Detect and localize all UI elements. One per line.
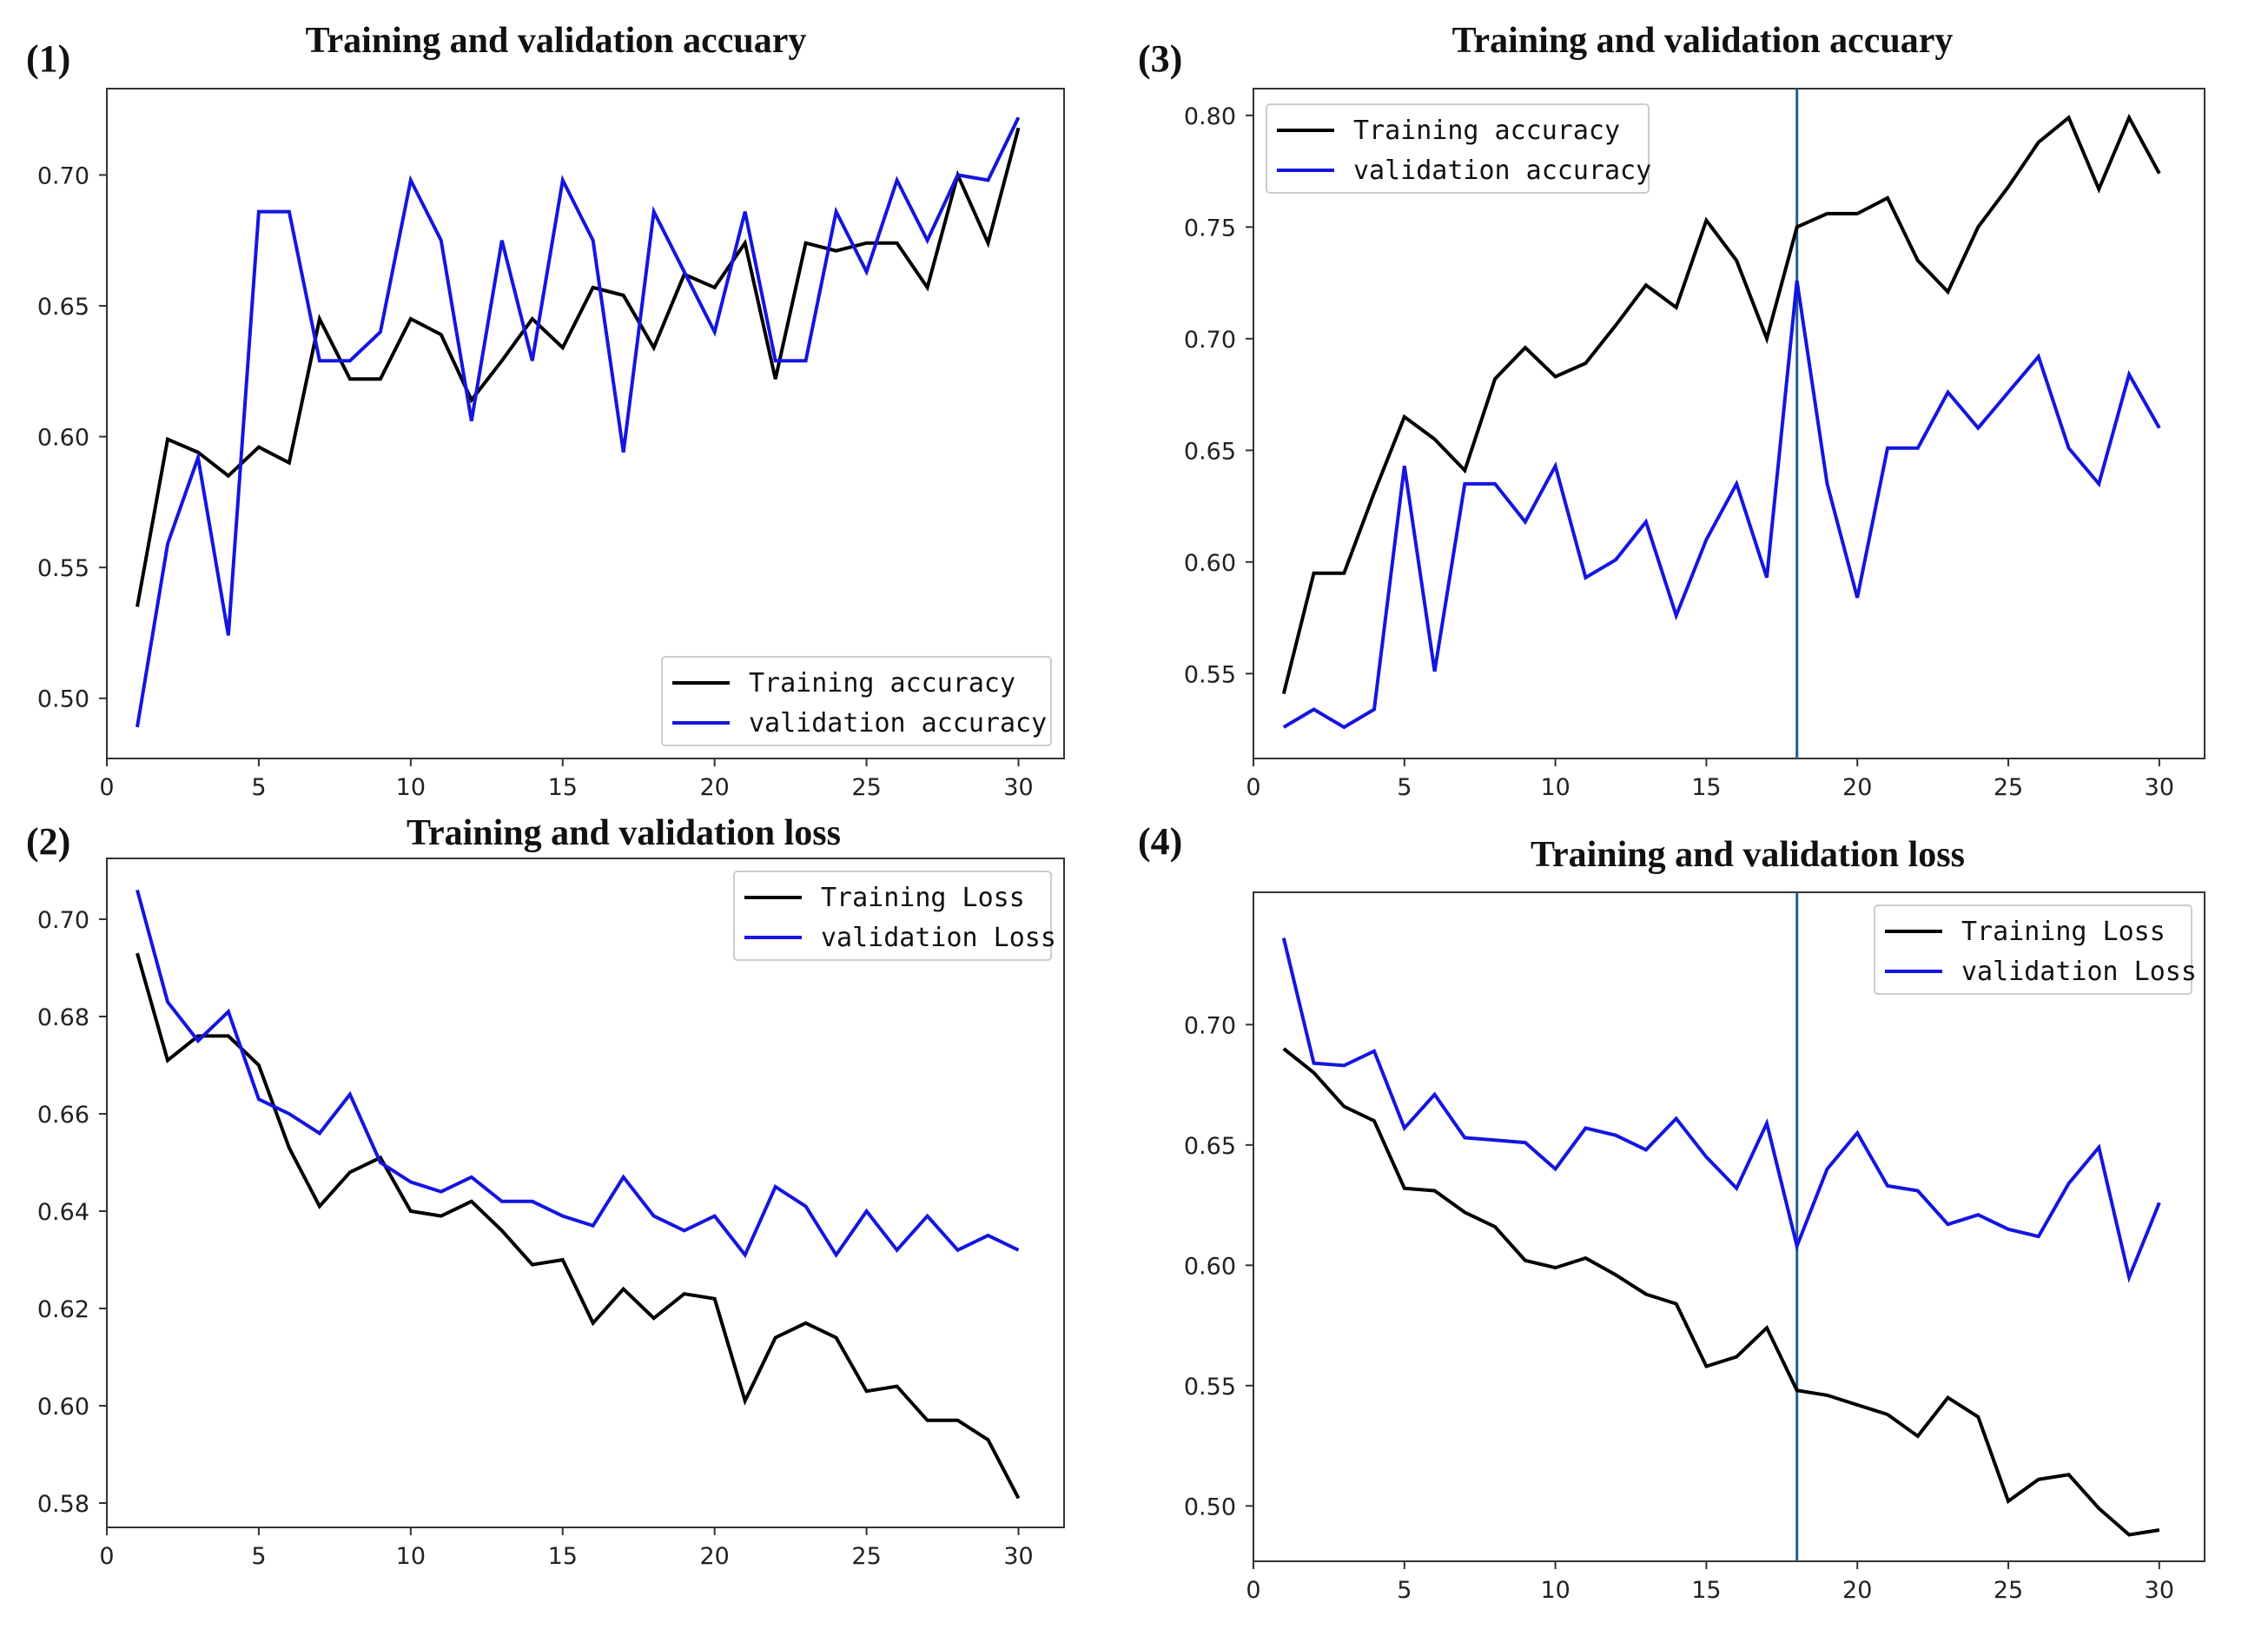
x-tick-label: 20 [700,774,730,801]
y-tick-label: 0.55 [1184,661,1236,688]
legend-entry: validation accuracy [749,708,1047,739]
panel-label: (2) [26,820,70,863]
y-tick-label: 0.60 [37,1394,89,1421]
legend-entry: Training accuracy [749,668,1015,699]
x-tick-label: 15 [548,1543,578,1570]
chart-title: Training and validation loss [1531,835,1965,875]
y-tick-label: 0.70 [1184,327,1236,354]
y-tick-label: 0.65 [37,294,89,321]
x-tick-label: 0 [99,1543,114,1570]
series-line-validation-accuracy [136,116,1021,728]
y-tick-label: 0.75 [1184,215,1236,242]
x-tick-label: 10 [396,774,426,801]
legend-entry: Training Loss [1961,917,2166,947]
legend-box [661,656,1052,746]
y-tick-label: 0.55 [1184,1374,1236,1401]
chart-title: Training and validation accuary [306,21,807,61]
legend: Training accuracy validation accuracy [1266,103,1651,194]
legend: Training accuracy validation accuracy [661,656,1052,746]
x-tick-label: 20 [1842,1577,1872,1604]
panel-label: (1) [26,37,70,80]
x-tick-label: 15 [1691,1577,1721,1604]
y-tick-label: 0.50 [37,686,89,713]
y-tick-label: 0.65 [1184,1133,1236,1160]
x-tick-label: 25 [1994,774,2023,801]
legend-entry: Training accuracy [1353,116,1620,146]
y-tick-label: 0.62 [37,1296,89,1323]
x-tick-label: 30 [1003,774,1033,801]
y-tick-label: 0.60 [1184,1253,1236,1280]
series-line-training-accuracy [136,127,1021,607]
x-tick-label: 5 [251,774,266,801]
series-line-validation-accuracy [1282,280,2161,730]
y-tick-label: 0.80 [1184,103,1236,130]
y-tick-label: 0.65 [1184,438,1236,465]
axes-frame [106,88,1065,759]
chart-panel-3: (3) Training and validation accuary 0 5 10 15… [1138,21,2205,801]
legend-box [733,871,1052,961]
x-tick-label: 30 [2145,1577,2174,1604]
legend-entry: validation Loss [821,923,1056,953]
x-tick-label: 25 [851,1543,881,1570]
axes-frame [1253,891,2205,1562]
x-tick-label: 0 [1246,1577,1260,1604]
legend-box [1874,904,2192,995]
x-tick-label: 20 [700,1543,730,1570]
panel-label: (3) [1138,37,1182,80]
legend: Training Loss validation Loss [733,871,1056,961]
axes-frame [106,858,1065,1528]
chart-panel-4: (4) Training and validation loss 0 5 10 15 20 2… [1138,820,2205,1604]
chart-panel-1: (1) Training and validation accuary 0 5 10 15… [26,21,1065,801]
legend-entry: Training Loss [821,883,1025,913]
y-tick-label: 0.70 [1184,1012,1236,1039]
x-tick-label: 15 [1691,774,1721,801]
y-tick-label: 0.70 [37,907,89,934]
y-tick-label: 0.60 [1184,550,1236,577]
x-tick-label: 5 [251,1543,266,1570]
y-tick-label: 0.68 [37,1004,89,1031]
x-tick-label: 20 [1842,774,1872,801]
x-tick-label: 10 [1540,1577,1570,1604]
x-tick-label: 5 [1397,1577,1412,1604]
y-tick-label: 0.70 [37,162,89,189]
x-tick-label: 10 [396,1543,426,1570]
chart-title: Training and validation accuary [1452,21,1954,61]
x-tick-label: 30 [2145,774,2174,801]
series-line-validation-loss [1281,937,2161,1283]
axes-frame [1253,88,2205,759]
y-tick-label: 0.58 [37,1491,89,1518]
x-tick-label: 10 [1540,774,1570,801]
legend-entry: validation Loss [1961,957,2197,987]
x-tick-label: 25 [1994,1577,2023,1604]
x-tick-label: 0 [99,774,114,801]
legend: Training Loss validation Loss [1874,904,2197,995]
y-tick-label: 0.66 [37,1102,89,1129]
chart-panel-2: (2) Training and validation loss 0 5 10 15 20 2… [26,813,1065,1570]
series-line-training-accuracy [1281,113,2161,694]
legend-entry: validation accuracy [1353,156,1651,186]
y-tick-label: 0.60 [37,425,89,452]
x-tick-label: 25 [851,774,881,801]
x-tick-label: 30 [1003,1543,1033,1570]
series-line-validation-loss [136,889,1020,1259]
x-tick-label: 5 [1397,774,1412,801]
legend-box [1266,103,1650,194]
panel-label: (4) [1138,820,1182,863]
y-tick-label: 0.64 [37,1199,89,1226]
series-line-training-loss [136,952,1021,1500]
x-tick-label: 0 [1246,774,1260,801]
y-tick-label: 0.55 [37,555,89,582]
chart-title: Training and validation loss [407,813,841,853]
series-line-training-loss [1282,1047,2160,1537]
y-tick-label: 0.50 [1184,1494,1236,1520]
x-tick-label: 15 [548,774,578,801]
